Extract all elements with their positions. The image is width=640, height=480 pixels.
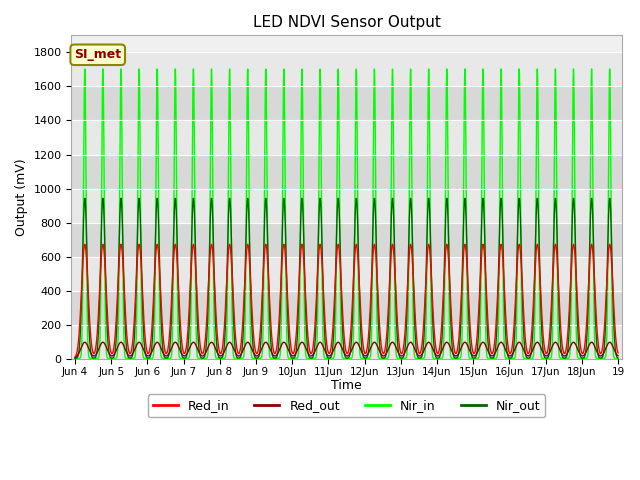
Nir_in [71, 356, 79, 361]
Bar [72, 155, 621, 189]
Title: LED NDVI Sensor Output: LED NDVI Sensor Output [253, 15, 440, 30]
Nir_out [606, 195, 614, 201]
Red_out [606, 339, 614, 345]
Bar [72, 52, 621, 86]
Red_out [200, 352, 208, 358]
Line: Nir_in: Nir_in [75, 69, 618, 359]
Nir_out [71, 356, 79, 361]
Nir_in [606, 66, 614, 72]
Red_out [276, 346, 284, 352]
Red_in [614, 350, 622, 356]
Red_out [203, 348, 211, 353]
Nir_out [276, 324, 284, 329]
Nir_in [314, 246, 322, 252]
Bar [72, 189, 621, 223]
Bar [72, 86, 621, 120]
Red_out [71, 355, 79, 360]
Line: Nir_out: Nir_out [75, 198, 618, 359]
Bar [72, 291, 621, 325]
Nir_out [314, 235, 322, 240]
Red_out [610, 346, 618, 352]
Nir_out [200, 355, 208, 360]
Nir_in [614, 356, 622, 361]
Red_in [314, 257, 322, 263]
Text: SI_met: SI_met [74, 48, 121, 61]
Line: Red_out: Red_out [75, 342, 618, 358]
Red_in [197, 348, 205, 354]
Bar [72, 120, 621, 155]
Nir_in [276, 354, 284, 360]
Red_out [614, 353, 622, 359]
Nir_in [200, 356, 208, 361]
Nir_out [197, 355, 205, 360]
Nir_out [610, 320, 618, 325]
Bar [72, 257, 621, 291]
Nir_out [203, 334, 211, 339]
Nir_in [610, 354, 618, 360]
Red_in [71, 354, 79, 360]
Bar [72, 223, 621, 257]
Nir_in [203, 355, 211, 361]
Y-axis label: Output (mV): Output (mV) [15, 158, 28, 236]
Red_in [203, 315, 211, 321]
Red_in [276, 306, 284, 312]
Bar [72, 325, 621, 359]
Red_in [606, 241, 614, 247]
X-axis label: Time: Time [331, 379, 362, 392]
Red_in [200, 347, 208, 353]
Line: Red_in: Red_in [75, 244, 618, 357]
Red_out [314, 341, 322, 347]
Legend: Red_in, Red_out, Nir_in, Nir_out: Red_in, Red_out, Nir_in, Nir_out [148, 395, 545, 418]
Nir_out [614, 355, 622, 361]
Red_out [197, 352, 205, 358]
Nir_in [197, 356, 205, 361]
Red_in [610, 303, 618, 309]
